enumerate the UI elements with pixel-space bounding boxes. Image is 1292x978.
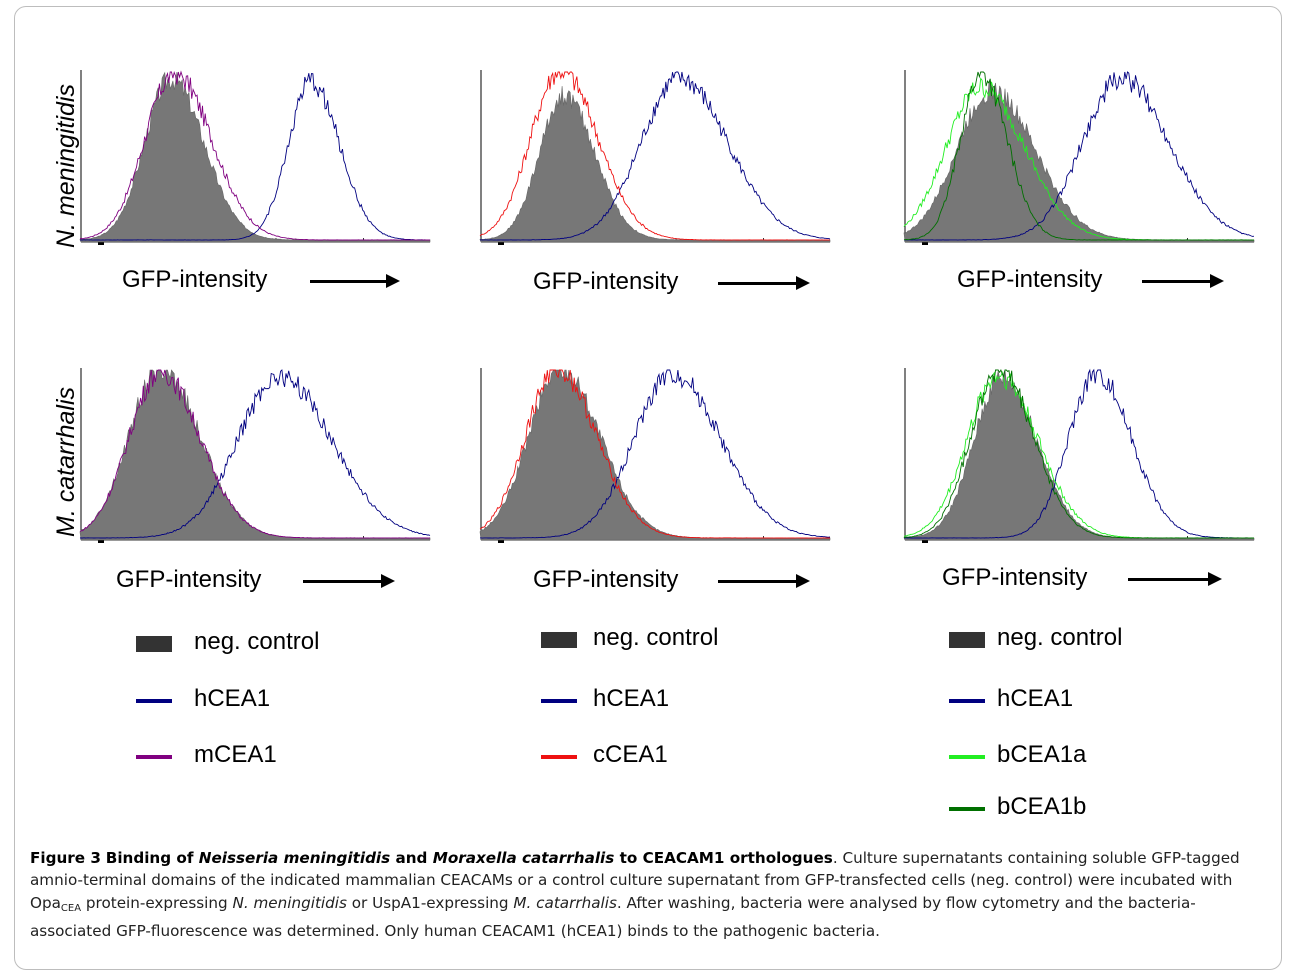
histogram-panel <box>479 70 831 245</box>
histogram-ccea1 <box>479 369 831 539</box>
x-axis-label: GFP-intensity <box>533 566 679 593</box>
x-axis-label: GFP-intensity <box>942 564 1088 591</box>
histogram-hcea1 <box>479 71 831 241</box>
row-label-n-meningitidis: N. meningitidis <box>52 84 80 248</box>
histogram-panel <box>903 368 1255 543</box>
axis-marker <box>98 539 104 543</box>
histogram-panel <box>79 70 431 245</box>
x-axis-label: GFP-intensity <box>122 266 268 293</box>
histogram-hcea1 <box>79 72 431 241</box>
axis-marker <box>922 241 928 245</box>
legend-swatch <box>949 755 985 759</box>
axis-marker <box>498 241 504 245</box>
histogram-neg-control <box>479 369 831 541</box>
axis-marker <box>498 539 504 543</box>
histogram-hcea1 <box>904 368 1254 539</box>
legend-label: hCEA1 <box>593 685 670 712</box>
arrow-icon <box>1142 274 1224 288</box>
histogram-hcea1 <box>903 71 1255 241</box>
legend-label: hCEA1 <box>997 685 1074 712</box>
histogram-panel <box>903 70 1255 245</box>
histogram-ccea1 <box>479 71 831 241</box>
legend-label: mCEA1 <box>194 741 277 768</box>
legend-label: bCEA1a <box>997 741 1087 768</box>
legend-swatch <box>136 699 172 703</box>
axis-marker <box>98 241 104 245</box>
histogram-hcea1 <box>79 369 431 539</box>
arrow-icon <box>718 276 810 290</box>
histogram-neg-control <box>479 86 831 243</box>
arrow-icon <box>310 274 400 288</box>
histogram-neg-control <box>903 369 1255 541</box>
legend-swatch <box>541 632 577 648</box>
x-axis-label: GFP-intensity <box>533 268 679 295</box>
histogram-mcea1 <box>79 369 431 539</box>
legend-label: hCEA1 <box>194 685 271 712</box>
legend-swatch <box>136 755 172 759</box>
figure-caption: Figure 3 Binding of Neisseria meningitid… <box>30 849 1240 940</box>
histogram-hcea1 <box>480 369 831 539</box>
legend-label: neg. control <box>593 624 719 651</box>
legend-label: neg. control <box>194 628 320 655</box>
histogram-panel <box>79 368 431 543</box>
axis-marker <box>922 539 928 543</box>
x-axis-label: GFP-intensity <box>957 266 1103 293</box>
arrow-icon <box>1128 572 1222 586</box>
figure-frame <box>14 6 1282 970</box>
legend-swatch <box>949 807 985 811</box>
legend-label: neg. control <box>997 624 1123 651</box>
legend-swatch <box>136 636 172 652</box>
legend-swatch <box>949 699 985 703</box>
legend-swatch <box>541 699 577 703</box>
row-label-m-catarrhalis: M. catarrhalis <box>52 386 80 537</box>
legend-swatch <box>949 632 985 648</box>
histogram-neg-control <box>79 71 431 243</box>
legend-label: bCEA1b <box>997 793 1087 820</box>
histogram-bcea1b <box>904 71 1255 241</box>
caption-label: Figure 3 <box>30 849 101 867</box>
caption-title: Binding of Neisseria meningitidis and Mo… <box>105 849 833 867</box>
x-axis-label: GFP-intensity <box>116 566 262 593</box>
arrow-icon <box>718 574 810 588</box>
histogram-bcea1b <box>904 369 1254 539</box>
legend-label: cCEA1 <box>593 741 668 768</box>
histogram-neg-control <box>903 79 1255 243</box>
legend-swatch <box>541 755 577 759</box>
histogram-mcea1 <box>79 70 431 241</box>
histogram-panel <box>479 368 831 543</box>
arrow-icon <box>303 574 395 588</box>
